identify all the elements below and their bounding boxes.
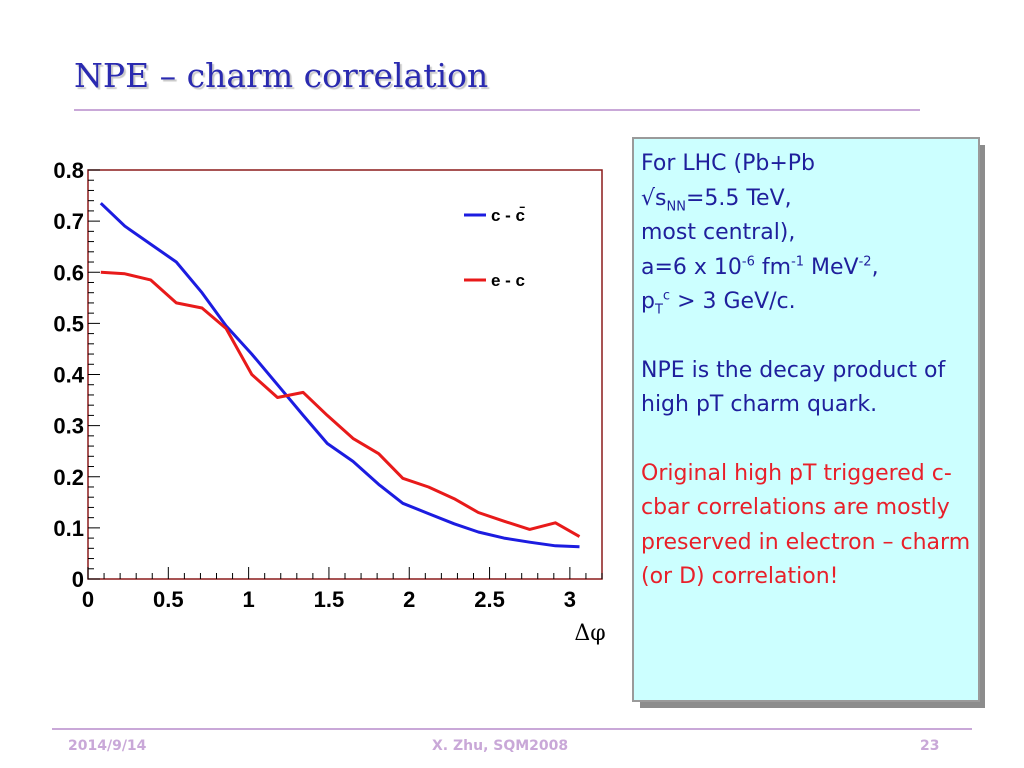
legend-label: e - c xyxy=(491,271,525,290)
slide-title: NPE – charm correlation xyxy=(74,56,489,95)
y-tick-label: 0.3 xyxy=(53,414,84,439)
correlation-chart: 00.10.20.30.40.50.60.70.8 0 0.5 1 1.5 2 2.5 3 … xyxy=(53,158,605,646)
x-tick-label: 3 xyxy=(564,587,576,612)
x-axis-label: Δφ xyxy=(574,621,605,646)
y-tick-label: 0.2 xyxy=(53,465,84,490)
y-tick-label: 0.8 xyxy=(53,158,84,183)
series-line-e-c xyxy=(100,270,581,538)
x-tick-label: 0.5 xyxy=(153,587,184,612)
footer-author: X. Zhu, SQM2008 xyxy=(432,738,569,754)
y-tick-label: 0.5 xyxy=(53,311,84,336)
legend-label: c - c̄ xyxy=(491,206,525,225)
y-axis: 0 0.1 0.2 0.3 0.4 0.5 0.6 0.7 0.8 xyxy=(53,158,100,592)
footer-page-number: 23 xyxy=(920,738,940,754)
info-conclusion: Original high pT triggered c-cbar correl… xyxy=(641,460,971,590)
plot-frame xyxy=(87,169,603,580)
footer-date: 2014/9/14 xyxy=(68,738,147,754)
x-axis: 0 0.5 1 1.5 2 2.5 3 xyxy=(82,567,603,612)
info-lhc-conditions: For LHC (Pb+Pb √sNN=5.5 TeV, most centra… xyxy=(641,151,879,318)
y-tick-label: 0 xyxy=(72,567,84,592)
x-tick-label: 2.5 xyxy=(474,587,505,612)
info-npe-description: NPE is the decay product of high pT char… xyxy=(641,357,946,418)
x-tick-label: 0 xyxy=(82,587,94,612)
series-layer xyxy=(99,202,581,549)
y-tick-label: 0.1 xyxy=(53,516,84,541)
x-tick-label: 1 xyxy=(243,587,255,612)
legend: c - c̄ e - c xyxy=(464,206,525,290)
x-tick-label: 1.5 xyxy=(314,587,345,612)
y-tick-label: 0.4 xyxy=(53,363,84,388)
title-divider xyxy=(74,109,920,111)
info-box: For LHC (Pb+Pb √sNN=5.5 TeV, most centra… xyxy=(632,137,980,702)
y-tick-label: 0.7 xyxy=(53,209,84,234)
y-tick-label: 0.6 xyxy=(53,260,84,285)
x-tick-label: 2 xyxy=(403,587,415,612)
series-line-c-cbar xyxy=(99,202,580,549)
footer-divider xyxy=(52,728,972,730)
